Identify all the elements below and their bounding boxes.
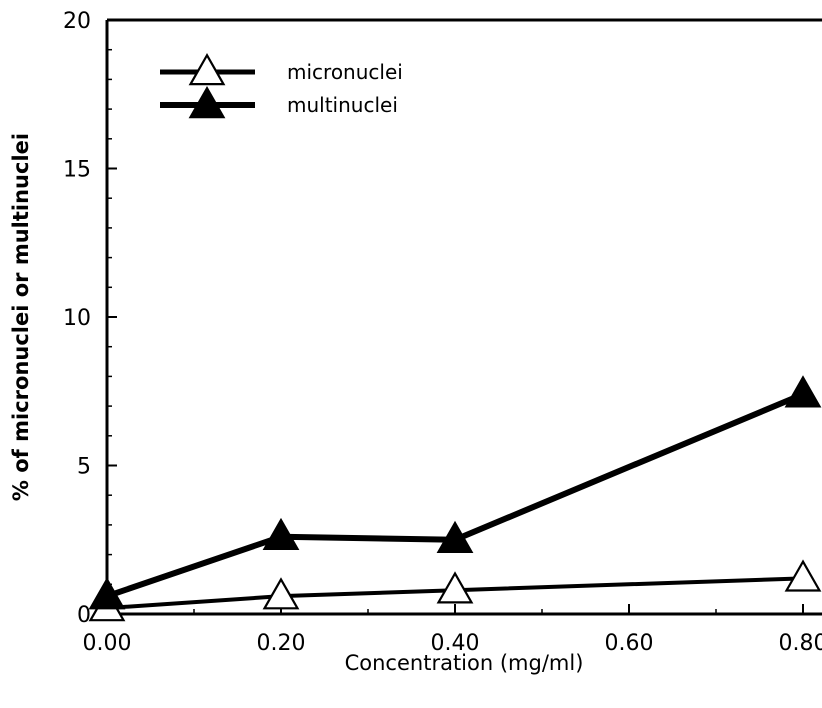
x-tick-label: 0.80 xyxy=(779,631,822,656)
data-point-micronuclei xyxy=(436,571,474,604)
x-tick-label: 0.20 xyxy=(257,631,306,656)
legend-marker-micronuclei xyxy=(188,53,226,86)
x-tick-label: 0.00 xyxy=(83,631,132,656)
data-point-micronuclei xyxy=(262,577,300,610)
x-tick-label: 0.40 xyxy=(431,631,480,656)
series-line-multinuclei xyxy=(106,391,805,600)
data-point-multinuclei xyxy=(784,375,822,408)
y-tick-label: 15 xyxy=(63,158,91,183)
legend-label-multinuclei: multinuclei xyxy=(287,93,398,117)
x-tick-label: 0.60 xyxy=(605,631,654,656)
legend-marker-multinuclei xyxy=(188,86,226,119)
y-tick-label: 5 xyxy=(77,455,91,480)
tick-labels: 0 5 10 15 20 0.00 0.20 0.40 0.60 0.80 xyxy=(63,9,822,656)
data-point-micronuclei xyxy=(784,559,822,592)
y-tick-label: 20 xyxy=(63,9,91,34)
series-lines xyxy=(106,391,805,611)
legend-label-micronuclei: micronuclei xyxy=(287,60,403,84)
data-point-multinuclei xyxy=(88,577,126,610)
series-line-micronuclei xyxy=(106,576,804,611)
y-tick-label: 0 xyxy=(77,603,91,628)
legend: micronuclei multinuclei xyxy=(160,53,403,119)
x-axis-title: Concentration (mg/ml) xyxy=(345,651,584,675)
y-axis-title: % of micronuclei or multinuclei xyxy=(9,133,33,501)
data-point-multinuclei xyxy=(436,520,474,554)
series-points xyxy=(88,375,822,622)
y-tick-label: 10 xyxy=(63,306,91,331)
data-point-multinuclei xyxy=(262,517,300,551)
